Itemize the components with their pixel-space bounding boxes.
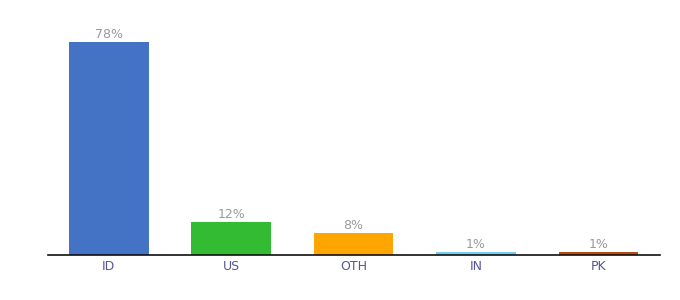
Text: 8%: 8%	[343, 218, 364, 232]
Text: 78%: 78%	[95, 28, 123, 40]
Text: 1%: 1%	[466, 238, 486, 250]
Bar	[69, 42, 149, 255]
Bar	[559, 252, 639, 255]
Bar	[314, 233, 393, 255]
Bar	[192, 222, 271, 255]
Text: 1%: 1%	[588, 238, 609, 250]
Text: 12%: 12%	[218, 208, 245, 220]
Bar	[437, 252, 515, 255]
